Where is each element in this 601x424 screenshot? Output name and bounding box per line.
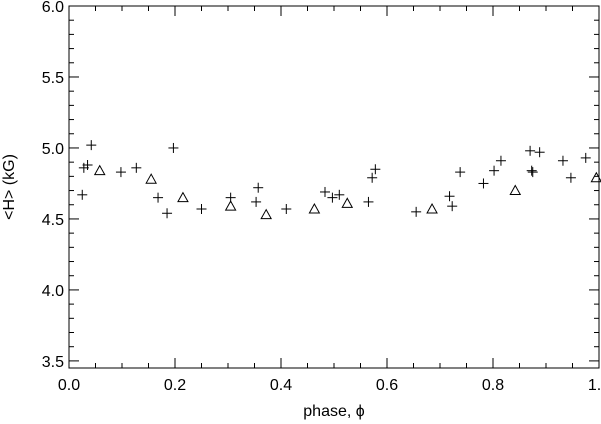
- y-tick-label: 4.0: [42, 283, 64, 300]
- plus-data-point: [580, 152, 591, 163]
- triangle-data-point: [177, 191, 189, 203]
- triangle-data-point: [308, 202, 321, 214]
- x-tick-label: 0.8: [482, 377, 504, 394]
- plus-data-point: [327, 192, 338, 203]
- plus-data-point: [527, 167, 538, 178]
- plus-data-point: [444, 191, 455, 202]
- triangle-data-point: [260, 208, 273, 220]
- plus-data-point: [557, 155, 568, 166]
- y-tick-label: 5.0: [42, 141, 64, 158]
- plus-data-point: [86, 140, 97, 151]
- x-tick-label: 0.6: [376, 377, 398, 394]
- triangle-data-point: [224, 200, 237, 211]
- plus-data-point: [455, 167, 466, 178]
- plus-data-point: [168, 142, 179, 153]
- x-tick-label: 1.0: [588, 377, 601, 394]
- x-axis-title: phase, ϕ: [303, 403, 364, 420]
- plus-data-point: [77, 189, 88, 200]
- plus-data-point: [489, 165, 500, 176]
- y-tick-label: 6.0: [42, 0, 64, 16]
- triangle-data-point: [341, 197, 354, 208]
- data-marks: [77, 140, 601, 220]
- plus-data-point: [131, 162, 142, 173]
- plus-data-point: [281, 204, 292, 215]
- y-tick-label: 4.5: [42, 212, 64, 229]
- plus-data-point: [363, 196, 374, 207]
- plus-data-point: [534, 147, 545, 158]
- plus-data-point: [565, 172, 576, 183]
- plus-data-point: [334, 189, 345, 200]
- triangle-data-point: [509, 184, 522, 196]
- plus-data-point: [447, 201, 458, 212]
- plus-data-point: [251, 196, 262, 207]
- plot-frame: [68, 5, 600, 369]
- plus-data-point: [115, 167, 126, 178]
- x-tick-label: 0.2: [164, 377, 186, 394]
- plus-data-point: [153, 192, 164, 203]
- plus-data-point: [495, 155, 506, 166]
- axis-ticks: 0.0 0.2 0.4 0.6 0.8 1.0 3.5 4.0 4.5 5.0 5.5 6.0: [42, 0, 601, 394]
- plus-data-point: [370, 164, 381, 175]
- triangle-data-point: [590, 171, 601, 183]
- y-tick-label: 3.5: [42, 354, 64, 371]
- plus-data-point: [525, 145, 536, 156]
- triangle-data-point: [145, 173, 157, 184]
- plus-data-point: [196, 204, 207, 215]
- plus-data-point: [478, 178, 489, 189]
- plus-data-point: [319, 186, 330, 197]
- plus-data-point: [162, 208, 173, 219]
- triangle-data-point: [93, 164, 106, 176]
- plus-data-point: [367, 172, 378, 183]
- x-tick-label: 0.4: [270, 377, 292, 394]
- plus-data-point: [411, 206, 422, 217]
- plus-data-point: [82, 159, 93, 170]
- plus-data-point: [526, 165, 537, 176]
- triangle-data-point: [426, 202, 438, 214]
- y-tick-label: 5.5: [42, 70, 64, 87]
- y-axis-title: <H> (kG): [1, 154, 18, 220]
- plus-data-point: [253, 182, 264, 193]
- x-tick-label: 0.0: [58, 377, 80, 394]
